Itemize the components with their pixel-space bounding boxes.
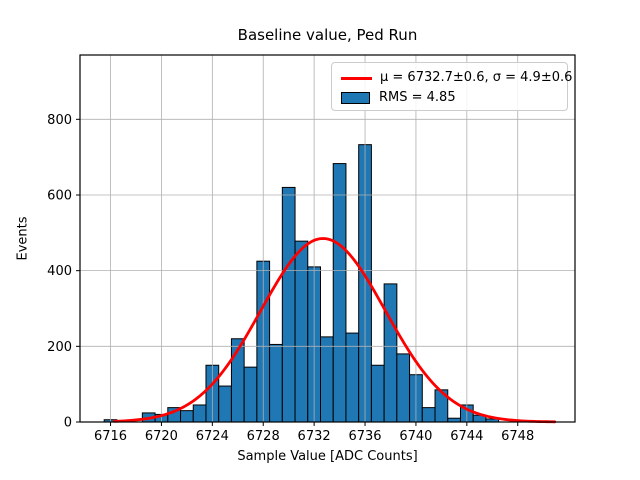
histogram-bar: [396, 353, 411, 423]
y-tick-label: 800: [47, 113, 72, 128]
gaussian-fit-curve: [112, 237, 557, 424]
y-tick-label: 400: [47, 264, 72, 279]
histogram-bar: [383, 283, 398, 423]
histogram-bar: [421, 407, 436, 423]
x-tick-label: 6732: [298, 429, 331, 444]
x-tick-label: 6736: [348, 429, 381, 444]
y-tick-label: 600: [47, 189, 72, 204]
x-axis-label: Sample Value [ADC Counts]: [237, 449, 418, 464]
histogram-bar: [294, 240, 309, 423]
histogram-patch-swatch: [341, 92, 370, 104]
y-axis-label: Events: [15, 216, 31, 261]
x-tick-label: 6744: [450, 429, 483, 444]
x-tick-label: 6716: [94, 429, 127, 444]
histogram-bar: [281, 186, 296, 423]
histogram-bar: [320, 336, 334, 423]
y-tick-label: 200: [47, 340, 72, 355]
legend-item-fit: μ = 6732.7±0.6, σ = 4.9±0.6: [341, 68, 572, 88]
x-tick-label: 6728: [247, 429, 280, 444]
x-tick-label: 6720: [145, 429, 178, 444]
histogram-bar: [332, 163, 347, 423]
y-tick-label: 0: [64, 416, 72, 431]
histogram-bar: [192, 404, 207, 423]
x-tick-label: 6740: [399, 429, 432, 444]
histogram-bar: [218, 385, 232, 423]
histogram-bar: [370, 364, 385, 423]
histogram-bar: [180, 410, 194, 423]
tick-marks-and-labels: 6716 6720 6724 6728 6732 6736 6740 6744 6748 0 200…: [47, 113, 534, 444]
fit-line-swatch: [341, 76, 372, 80]
histogram-bar: [243, 366, 258, 423]
histogram-bars: [103, 144, 500, 423]
x-tick-label: 6724: [196, 429, 229, 444]
axes-frame: [79, 54, 576, 423]
chart-title: Baseline value, Ped Run: [237, 26, 418, 44]
rms-label: RMS = 4.85: [379, 90, 456, 105]
legend: μ = 6732.7±0.6, σ = 4.9±0.6 RMS = 4.85: [331, 62, 572, 111]
x-tick-label: 6748: [501, 429, 534, 444]
fit-label: μ = 6732.7±0.6, σ = 4.9±0.6: [380, 70, 573, 85]
legend-item-hist: RMS = 4.85: [341, 88, 559, 108]
histogram-bar: [269, 343, 283, 423]
